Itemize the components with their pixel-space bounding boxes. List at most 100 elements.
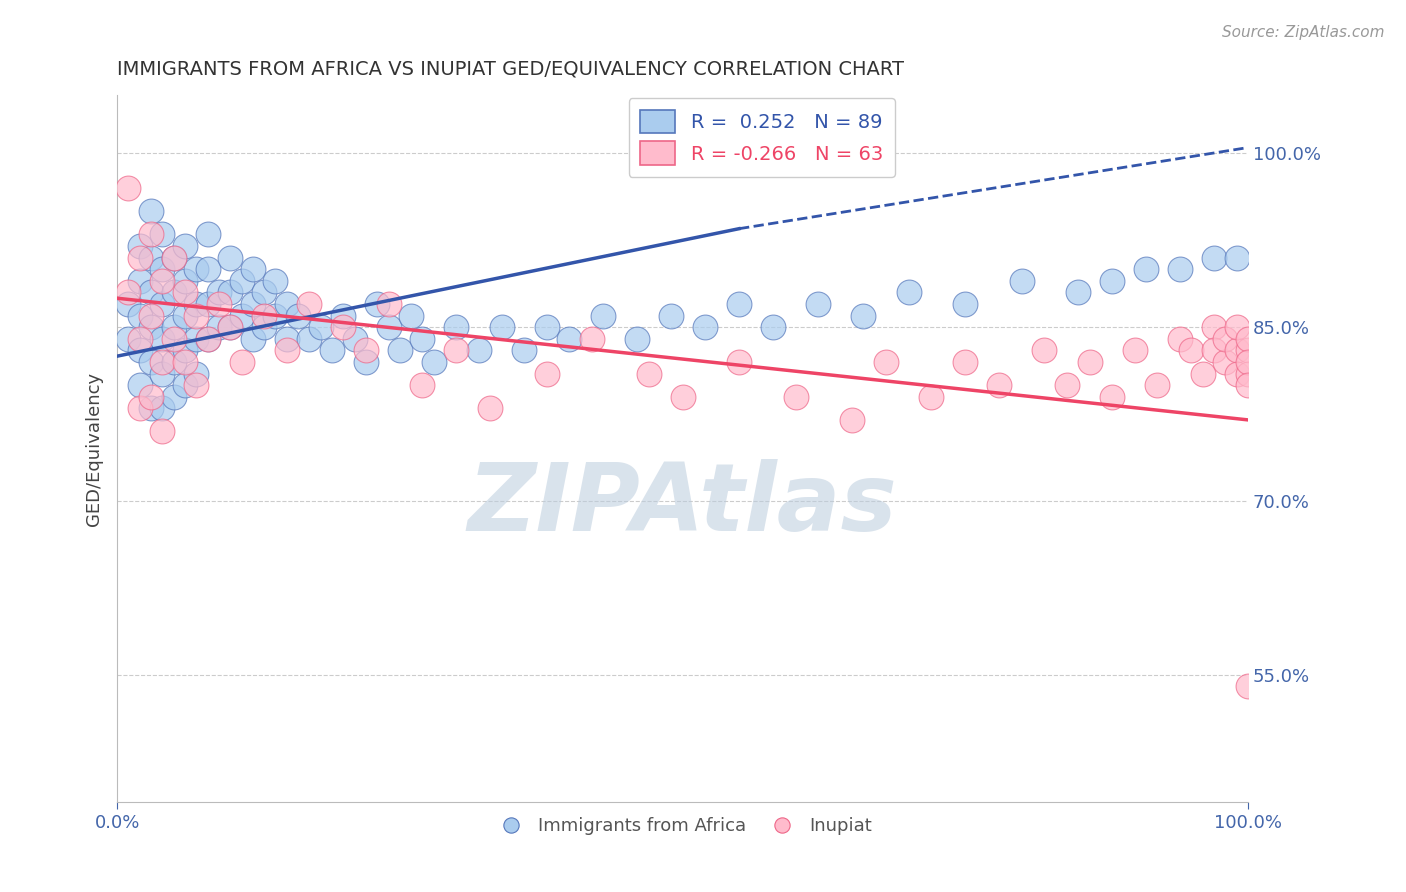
Point <box>186 297 208 311</box>
Point <box>536 320 558 334</box>
Point <box>197 262 219 277</box>
Point <box>388 343 411 358</box>
Point <box>1011 274 1033 288</box>
Point <box>186 262 208 277</box>
Point <box>152 297 174 311</box>
Point <box>163 285 186 300</box>
Point <box>276 343 298 358</box>
Point <box>186 332 208 346</box>
Point <box>1225 343 1247 358</box>
Point <box>332 320 354 334</box>
Point <box>139 227 162 242</box>
Point <box>479 401 502 416</box>
Point <box>152 262 174 277</box>
Point <box>128 378 150 392</box>
Point <box>128 274 150 288</box>
Point <box>253 309 276 323</box>
Point <box>468 343 491 358</box>
Point <box>1202 320 1225 334</box>
Point <box>762 320 785 334</box>
Point <box>152 401 174 416</box>
Point <box>1237 332 1260 346</box>
Point <box>1225 367 1247 381</box>
Point <box>174 274 197 288</box>
Point <box>219 251 242 265</box>
Point <box>1237 378 1260 392</box>
Point <box>174 343 197 358</box>
Point <box>491 320 513 334</box>
Point <box>1078 355 1101 369</box>
Point <box>163 251 186 265</box>
Text: ZIPAtlas: ZIPAtlas <box>468 459 897 551</box>
Point <box>581 332 603 346</box>
Point <box>139 320 162 334</box>
Point <box>1202 343 1225 358</box>
Point <box>1237 367 1260 381</box>
Point <box>186 309 208 323</box>
Legend: Immigrants from Africa, Inupiat: Immigrants from Africa, Inupiat <box>485 810 879 843</box>
Point <box>1056 378 1078 392</box>
Text: IMMIGRANTS FROM AFRICA VS INUPIAT GED/EQUIVALENCY CORRELATION CHART: IMMIGRANTS FROM AFRICA VS INUPIAT GED/EQ… <box>117 60 904 78</box>
Point <box>152 274 174 288</box>
Point <box>411 332 433 346</box>
Point <box>309 320 332 334</box>
Point <box>139 251 162 265</box>
Point <box>174 309 197 323</box>
Point <box>152 425 174 439</box>
Point <box>186 378 208 392</box>
Point <box>139 390 162 404</box>
Point <box>152 332 174 346</box>
Point <box>411 378 433 392</box>
Point <box>128 401 150 416</box>
Point <box>253 285 276 300</box>
Point <box>128 332 150 346</box>
Point <box>208 285 231 300</box>
Point <box>852 309 875 323</box>
Point <box>174 355 197 369</box>
Point <box>1237 343 1260 358</box>
Point <box>163 390 186 404</box>
Point <box>139 204 162 219</box>
Point <box>988 378 1011 392</box>
Point <box>343 332 366 346</box>
Point <box>128 343 150 358</box>
Point <box>163 320 186 334</box>
Point <box>423 355 446 369</box>
Point <box>513 343 536 358</box>
Point <box>785 390 807 404</box>
Point <box>1101 274 1123 288</box>
Point <box>197 332 219 346</box>
Point <box>1213 332 1236 346</box>
Point <box>377 297 399 311</box>
Point <box>231 309 253 323</box>
Point <box>558 332 581 346</box>
Point <box>536 367 558 381</box>
Point <box>1168 332 1191 346</box>
Point <box>163 355 186 369</box>
Point <box>152 367 174 381</box>
Point <box>1225 251 1247 265</box>
Point <box>242 332 264 346</box>
Point <box>208 297 231 311</box>
Point <box>117 297 139 311</box>
Point <box>117 285 139 300</box>
Point <box>231 355 253 369</box>
Point <box>152 355 174 369</box>
Point <box>264 309 287 323</box>
Point <box>446 320 468 334</box>
Point <box>592 309 614 323</box>
Point <box>807 297 830 311</box>
Point <box>174 285 197 300</box>
Point <box>208 320 231 334</box>
Point <box>264 274 287 288</box>
Point <box>219 320 242 334</box>
Point <box>332 309 354 323</box>
Point <box>197 227 219 242</box>
Point <box>1101 390 1123 404</box>
Point <box>1135 262 1157 277</box>
Point <box>920 390 942 404</box>
Point <box>139 401 162 416</box>
Point <box>128 309 150 323</box>
Text: Source: ZipAtlas.com: Source: ZipAtlas.com <box>1222 25 1385 40</box>
Point <box>139 355 162 369</box>
